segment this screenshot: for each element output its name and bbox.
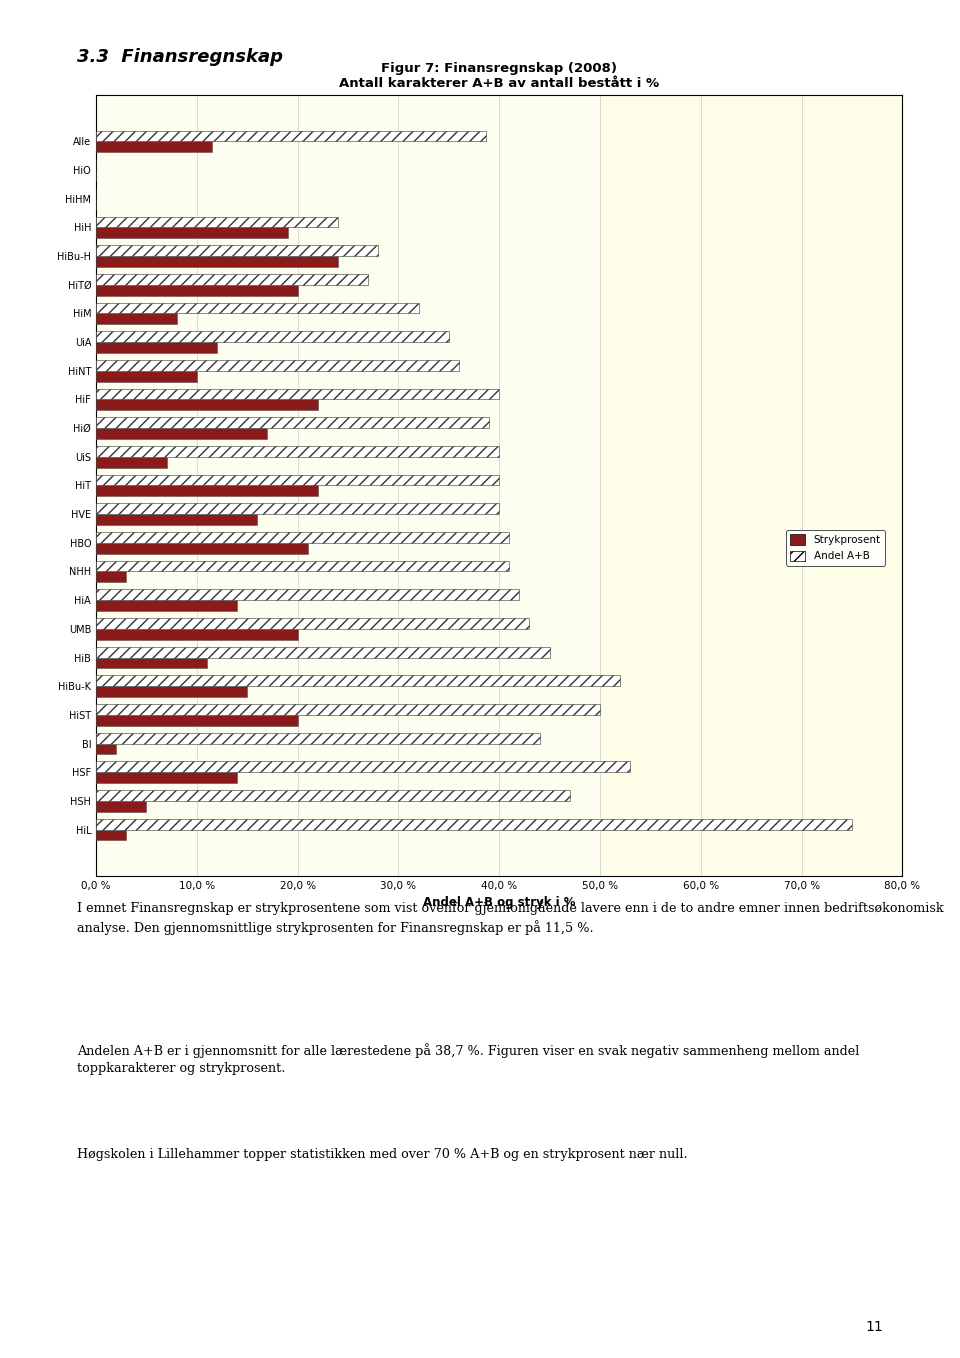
Bar xyxy=(600,95,902,876)
Bar xyxy=(96,388,499,399)
Bar xyxy=(96,762,630,773)
Bar xyxy=(96,257,338,268)
Bar xyxy=(96,303,419,314)
Bar xyxy=(96,572,127,583)
Bar xyxy=(96,486,318,497)
Bar xyxy=(96,532,509,543)
Bar xyxy=(96,819,852,830)
Bar xyxy=(96,285,298,296)
Text: Høgskolen i Lillehammer topper statistikken med over 70 % A+B og en strykprosent: Høgskolen i Lillehammer topper statistik… xyxy=(77,1148,687,1161)
Bar xyxy=(96,773,237,784)
Bar xyxy=(96,342,217,353)
Bar xyxy=(96,371,197,382)
Bar xyxy=(96,801,146,812)
Bar xyxy=(96,703,600,714)
Bar xyxy=(96,141,212,152)
Bar xyxy=(96,589,519,600)
Bar xyxy=(96,618,530,629)
Text: I emnet Finansregnskap er strykprosentene som vist ovenfor gjennomgående lavere : I emnet Finansregnskap er strykprosenten… xyxy=(77,900,944,934)
Bar xyxy=(96,830,127,841)
Bar xyxy=(96,714,298,725)
Bar xyxy=(96,399,318,410)
Bar xyxy=(96,417,489,428)
Text: 3.3  Finansregnskap: 3.3 Finansregnskap xyxy=(77,48,283,65)
Bar xyxy=(96,474,499,486)
Bar xyxy=(96,216,338,227)
Text: 11: 11 xyxy=(866,1320,883,1334)
Bar xyxy=(96,732,540,744)
Bar xyxy=(96,227,288,239)
X-axis label: Andel A+B og stryk i %: Andel A+B og stryk i % xyxy=(423,896,575,910)
Bar xyxy=(96,314,177,325)
Bar xyxy=(96,600,237,611)
Bar xyxy=(96,360,459,371)
Bar xyxy=(96,790,570,801)
Bar xyxy=(96,561,509,572)
Title: Figur 7: Finansregnskap (2008)
Antall karakterer A+B av antall bestått i %: Figur 7: Finansregnskap (2008) Antall ka… xyxy=(339,61,660,90)
Bar xyxy=(96,445,499,456)
Bar xyxy=(96,130,486,141)
Bar xyxy=(96,543,307,554)
Bar xyxy=(96,675,620,686)
Bar xyxy=(96,646,549,657)
Text: Andelen A+B er i gjennomsnitt for alle lærestedene på 38,7 %. Figuren viser en s: Andelen A+B er i gjennomsnitt for alle l… xyxy=(77,1043,859,1074)
Bar xyxy=(96,744,116,755)
Bar xyxy=(96,504,499,515)
Bar xyxy=(96,629,298,640)
Bar xyxy=(96,456,167,467)
Bar xyxy=(96,428,267,439)
Bar xyxy=(96,274,369,285)
Bar xyxy=(96,686,248,697)
Bar xyxy=(96,331,449,342)
Legend: Strykprosent, Andel A+B: Strykprosent, Andel A+B xyxy=(785,531,885,565)
Bar xyxy=(96,246,378,257)
Bar xyxy=(96,657,207,668)
Bar xyxy=(96,515,257,526)
